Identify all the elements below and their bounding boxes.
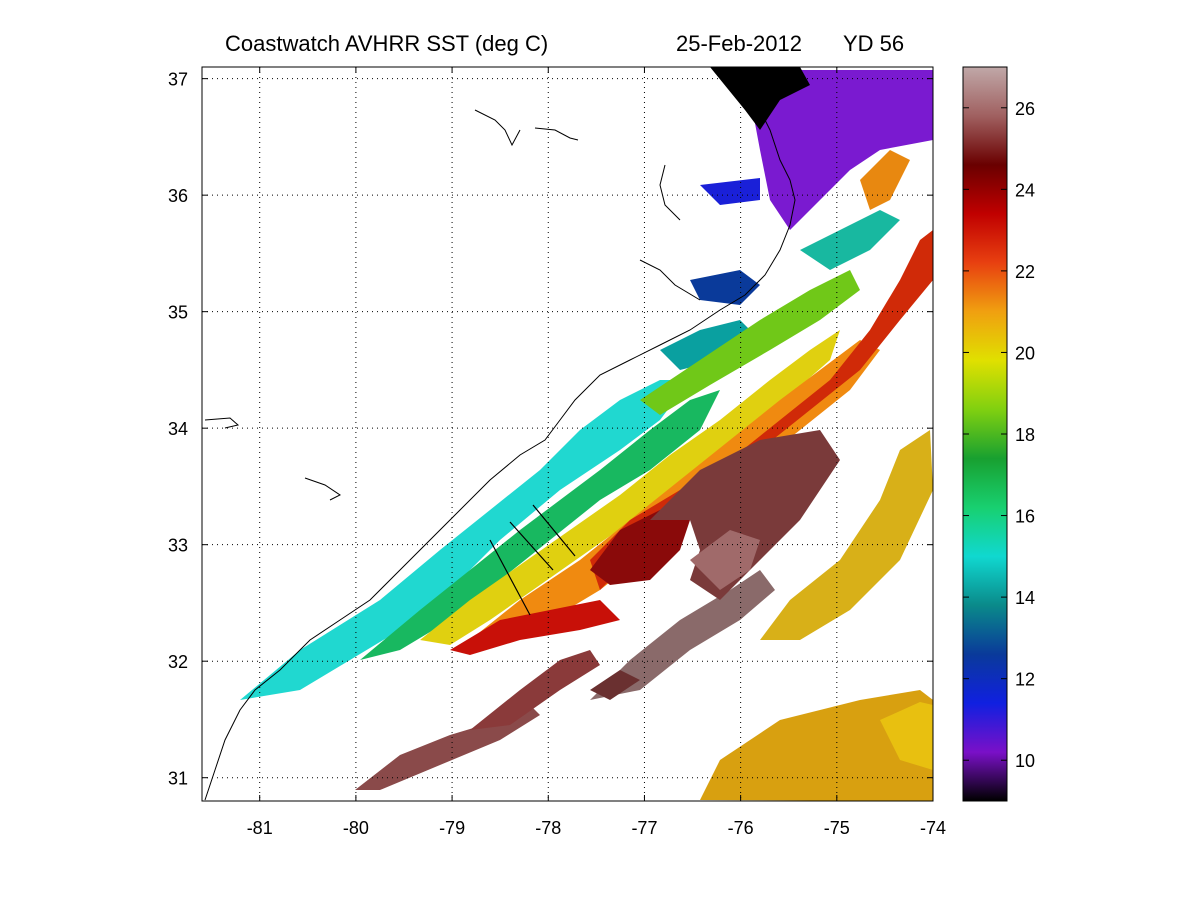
lat-tick-label: 37 — [168, 70, 188, 90]
map-date: 25-Feb-2012 — [676, 31, 802, 56]
sst-north-orange — [860, 150, 910, 210]
colorbar — [962, 66, 1008, 802]
sst-cold-north-black — [710, 67, 810, 130]
sst-gulfstream-orange — [470, 340, 880, 645]
latitude-ticks: 37 36 35 34 33 32 31 — [168, 70, 933, 789]
colorbar-tick-label: 22 — [1015, 262, 1035, 282]
sst-streak-mid-brown — [470, 650, 600, 730]
sst-streak-gray-band-2 — [590, 670, 640, 700]
sst-front-lime — [640, 270, 860, 415]
sst-gulfstream-red — [450, 600, 620, 655]
colorbar-tick-label: 16 — [1015, 507, 1035, 527]
sst-shelf-cyan — [240, 380, 690, 700]
lon-tick-label: -80 — [343, 818, 369, 838]
sst-bay-blue — [700, 178, 760, 205]
map-frame — [201, 66, 934, 802]
colorbar-ticks: 26 24 22 20 18 16 14 12 10 — [963, 99, 1035, 771]
colorbar-tick-label: 20 — [1015, 343, 1035, 363]
lat-tick-label: 32 — [168, 652, 188, 672]
sst-patch-southeast-warm — [700, 690, 933, 801]
sst-front-yellow — [420, 330, 840, 645]
lat-tick-label: 31 — [168, 769, 188, 789]
lon-tick-label: -74 — [920, 818, 946, 838]
sst-shelf-green — [360, 390, 720, 660]
coastline — [204, 67, 796, 801]
colorbar-tick-label: 18 — [1015, 425, 1035, 445]
lon-tick-label: -79 — [439, 818, 465, 838]
map-grid — [202, 67, 934, 801]
lon-tick-label: -77 — [631, 818, 657, 838]
lon-tick-label: -75 — [824, 818, 850, 838]
sst-eddy-darkred — [590, 510, 690, 585]
map-yearday: YD 56 — [843, 31, 904, 56]
colorbar-tick-label: 10 — [1015, 751, 1035, 771]
lat-tick-label: 33 — [168, 536, 188, 556]
colorbar-tick-label: 12 — [1015, 670, 1035, 690]
sst-streak-gray-band — [590, 570, 775, 700]
lat-tick-label: 35 — [168, 303, 188, 323]
sst-shelf-teal — [660, 320, 760, 370]
sst-patch-southeast-yellow — [880, 702, 933, 770]
colorbar-tick-label: 26 — [1015, 99, 1035, 119]
lon-tick-label: -81 — [247, 818, 273, 838]
colorbar-tick-label: 14 — [1015, 588, 1035, 608]
sst-sound-blue — [690, 270, 760, 305]
longitude-ticks: -81 -80 -79 -78 -77 -76 -75 -74 — [247, 67, 946, 838]
sst-data-layer — [240, 67, 933, 801]
lat-tick-label: 36 — [168, 186, 188, 206]
sst-patch-east-yellow — [760, 430, 933, 640]
map-title: Coastwatch AVHRR SST (deg C) — [225, 31, 548, 56]
ship-tracks — [489, 504, 576, 616]
sst-north-teal — [800, 210, 900, 270]
colorbar-tick-label: 24 — [1015, 180, 1035, 200]
lon-tick-label: -78 — [535, 818, 561, 838]
lon-tick-label: -76 — [728, 818, 754, 838]
lat-tick-label: 34 — [168, 419, 188, 439]
